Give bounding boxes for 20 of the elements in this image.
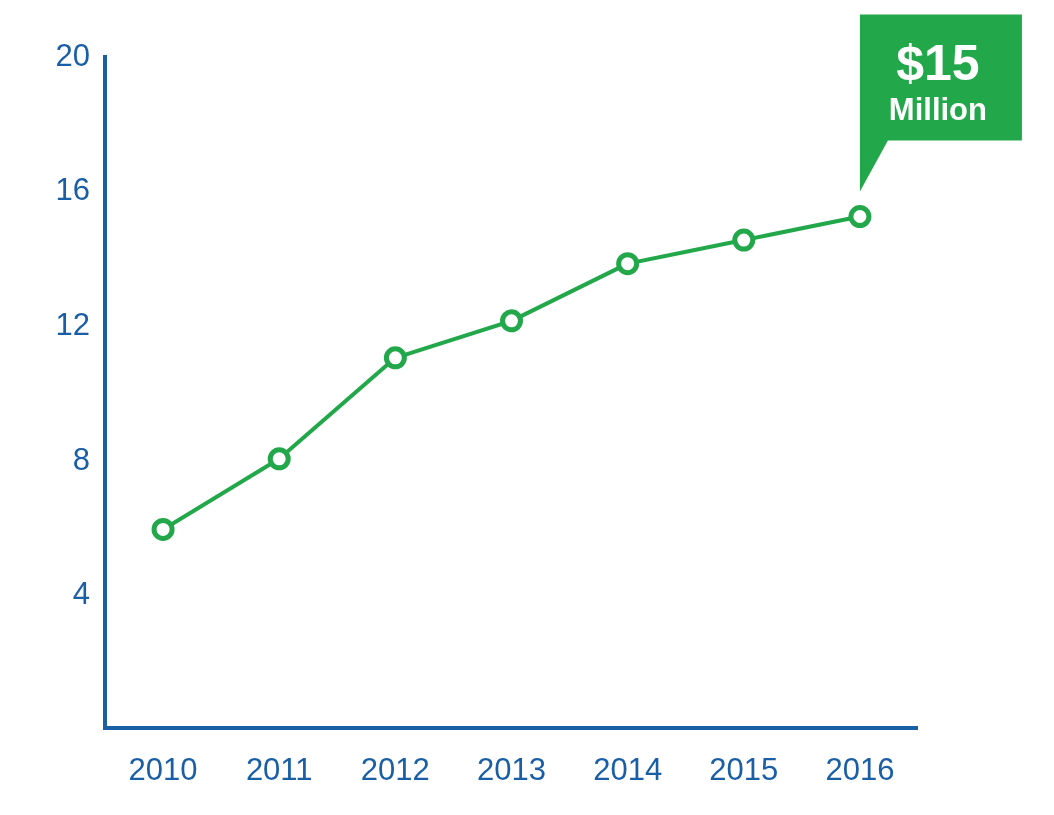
y-tick-label: 4 [72,576,90,612]
point [732,228,756,252]
point [151,517,175,541]
x-tick-label: 2014 [593,752,663,787]
y-tick-label: 16 [55,172,90,208]
x-tick-label: 2010 [128,752,198,787]
point [267,447,291,471]
x-tick-label: 2016 [825,752,895,787]
x-tick-label: 2012 [360,752,430,787]
y-tick-label: 8 [72,441,90,477]
point [500,309,523,333]
x-tick-label: 2015 [709,752,779,787]
point [383,346,407,370]
x-tick-label: 2013 [477,752,546,787]
y-tick-label: 12 [55,307,90,343]
point [616,252,640,276]
point [848,205,872,229]
annotation: $15 Million [888,34,988,127]
x-tick-label: 2011 [245,752,313,787]
y-tick-label: 20 [55,37,90,73]
